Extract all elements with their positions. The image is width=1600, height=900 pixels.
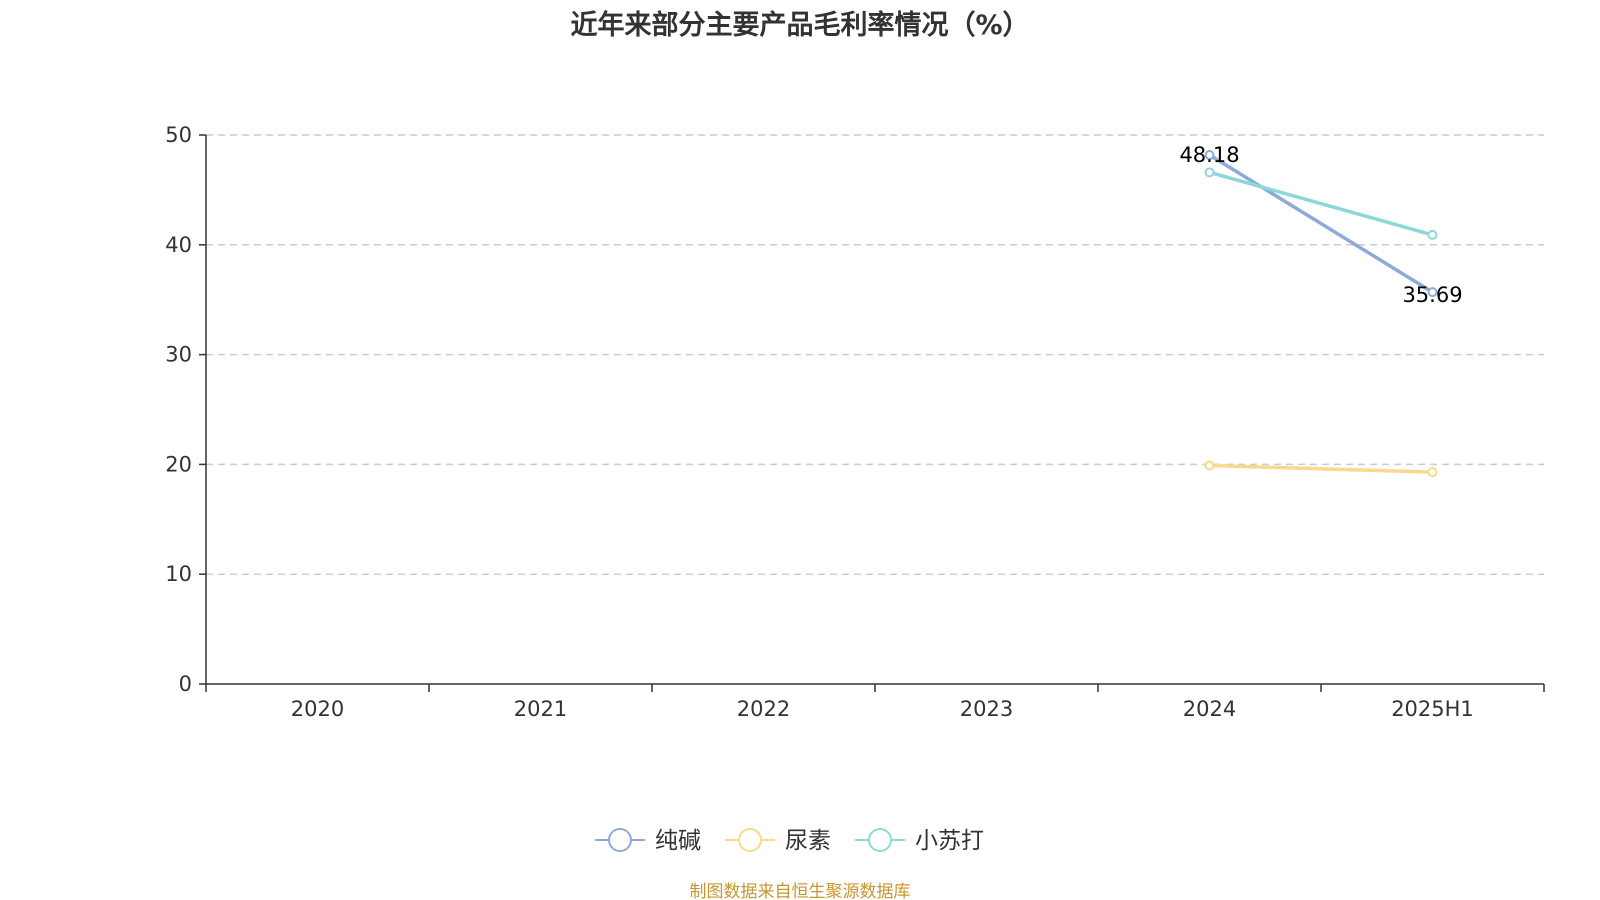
y-tick-label: 40	[165, 233, 192, 257]
x-axis: 2020 2021 2022 2023 2024 2025H1	[205, 683, 1545, 721]
source-note: 制图数据来自恒生聚源数据库	[690, 882, 911, 900]
legend-item-0[interactable]: 纯碱	[595, 828, 701, 854]
data-point	[1204, 460, 1215, 471]
y-tick-label: 50	[165, 123, 192, 147]
legend-marker	[608, 828, 632, 852]
y-tick-label: 0	[179, 672, 192, 696]
x-tick-label: 2023	[960, 697, 1013, 721]
series-lines	[1204, 149, 1438, 478]
y-tick-label: 30	[165, 343, 192, 367]
data-point	[1204, 149, 1215, 160]
legend-item-1[interactable]: 尿素	[725, 828, 831, 854]
data-label: 35.69	[1402, 283, 1462, 307]
legend: 纯碱 尿素 小苏打	[595, 828, 984, 854]
y-axis: 0 10 20 30 40 50	[165, 123, 207, 696]
data-point	[1427, 229, 1438, 240]
x-tick-label: 2024	[1183, 697, 1236, 721]
grid-lines	[206, 134, 1544, 575]
legend-marker	[868, 828, 892, 852]
series-line-1	[1209, 463, 1433, 474]
x-tick-label: 2020	[291, 697, 344, 721]
legend-marker	[738, 828, 762, 852]
x-tick-label: 2022	[737, 697, 790, 721]
legend-item-2[interactable]: 小苏打	[855, 828, 984, 854]
data-point	[1204, 167, 1215, 178]
series-line-0	[1208, 153, 1434, 294]
chart-title: 近年来部分主要产品毛利率情况（%）	[570, 9, 1029, 41]
data-labels: 48.18 35.69	[1179, 143, 1462, 307]
legend-label: 小苏打	[915, 828, 984, 854]
data-point	[1427, 287, 1438, 298]
series-line-2	[1209, 170, 1433, 237]
x-tick-label: 2021	[514, 697, 567, 721]
data-label: 48.18	[1179, 143, 1239, 167]
legend-label: 尿素	[785, 828, 831, 854]
legend-label: 纯碱	[655, 828, 701, 854]
data-point	[1427, 467, 1438, 478]
y-tick-label: 10	[165, 562, 192, 586]
y-tick-label: 20	[165, 452, 192, 476]
x-tick-label: 2025H1	[1391, 697, 1474, 721]
